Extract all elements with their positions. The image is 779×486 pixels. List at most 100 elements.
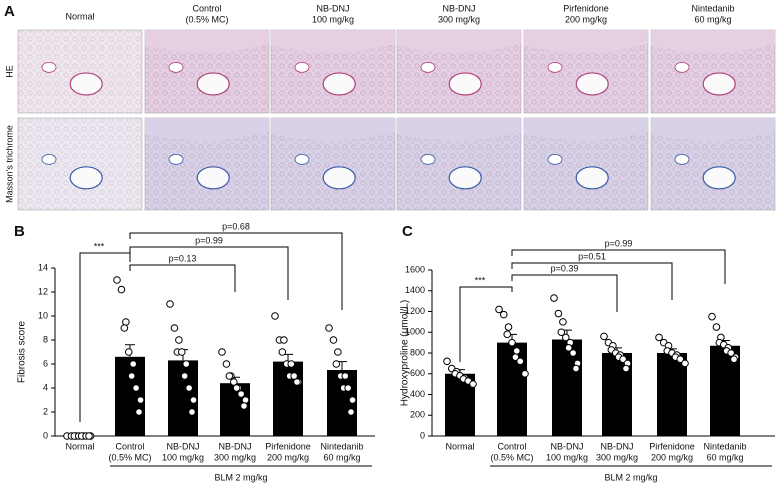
data-point <box>325 324 333 332</box>
x-tick-label: Nintedanib <box>320 441 363 451</box>
data-point <box>559 318 567 326</box>
row-label: HE <box>4 65 14 78</box>
data-point <box>225 372 234 380</box>
y-tick-label: 8 <box>43 334 48 344</box>
data-point <box>600 332 608 341</box>
y-tick-label: 12 <box>38 286 48 296</box>
x-tick-label: NB-DNJ <box>167 441 200 451</box>
data-point <box>499 310 508 319</box>
data-point <box>135 408 143 416</box>
x-tick-label: NB-DNJ <box>601 441 634 451</box>
data-point <box>177 348 186 356</box>
y-axis-label: Fibrosis score <box>17 320 28 383</box>
significance-label: p=0.99 <box>195 235 223 245</box>
vessel <box>168 61 184 73</box>
data-point <box>175 336 183 344</box>
vessel <box>41 61 57 73</box>
data-point <box>341 372 350 380</box>
data-point <box>117 285 126 294</box>
data-point <box>290 372 298 380</box>
column-header: Normal <box>65 11 94 21</box>
x-tick-sublabel: 60 mg/kg <box>706 452 743 462</box>
x-tick-sublabel: (0.5% MC) <box>490 452 533 462</box>
panel-label: C <box>402 223 413 240</box>
data-point <box>332 360 341 368</box>
y-tick-label: 0 <box>420 430 425 440</box>
column-header: Control <box>192 3 221 13</box>
x-tick-label: NB-DNJ <box>551 441 584 451</box>
data-point <box>348 396 357 404</box>
data-point <box>278 348 287 356</box>
significance-label: p=0.99 <box>605 238 633 248</box>
data-point <box>561 333 570 342</box>
bar <box>657 353 687 436</box>
bar <box>552 339 582 436</box>
y-tick-label: 10 <box>38 310 48 320</box>
dense-region <box>271 30 395 53</box>
data-point <box>334 348 342 356</box>
data-point <box>512 347 521 355</box>
significance-bracket <box>129 232 343 310</box>
column-subheader: (0.5% MC) <box>185 14 228 24</box>
dense-region <box>524 30 648 53</box>
x-tick-label: Pirfenidone <box>649 441 695 451</box>
significance-label: *** <box>94 241 105 251</box>
panel-label: A <box>4 3 15 20</box>
dense-region <box>651 30 775 53</box>
x-tick-sublabel: 300 mg/kg <box>214 452 256 462</box>
data-point <box>495 305 503 314</box>
data-point <box>443 357 451 366</box>
data-point <box>113 276 121 284</box>
column-subheader: 60 mg/kg <box>694 14 731 24</box>
x-tick-sublabel: 200 mg/kg <box>267 452 309 462</box>
data-point <box>124 348 133 356</box>
data-point <box>132 384 140 392</box>
y-tick-label: 1000 <box>405 327 425 337</box>
data-point <box>120 324 129 332</box>
x-tick-sublabel: 200 mg/kg <box>651 452 693 462</box>
data-point <box>344 384 352 392</box>
data-point <box>136 396 145 404</box>
data-point <box>166 300 174 308</box>
x-tick-sublabel: 100 mg/kg <box>162 452 204 462</box>
airway <box>322 166 356 190</box>
panel-label: B <box>14 223 25 240</box>
data-point <box>280 336 288 344</box>
y-tick-label: 4 <box>43 382 48 392</box>
row-label: Masson's trichrome <box>4 125 14 203</box>
data-point <box>681 359 689 368</box>
data-point <box>622 364 630 373</box>
column-subheader: 300 mg/kg <box>438 14 480 24</box>
data-point <box>240 402 248 410</box>
data-point <box>516 357 525 366</box>
data-point <box>554 309 563 318</box>
significance-label: p=0.51 <box>578 251 606 261</box>
vessel <box>674 61 690 73</box>
x-tick-sublabel: 60 mg/kg <box>323 452 360 462</box>
airway <box>702 166 736 190</box>
column-subheader: 200 mg/kg <box>565 14 607 24</box>
data-point <box>676 355 685 364</box>
x-tick-sublabel: 300 mg/kg <box>596 452 638 462</box>
x-tick-label: Nintedanib <box>703 441 746 451</box>
data-point <box>237 390 245 398</box>
column-header: NB-DNJ <box>443 3 476 13</box>
data-point <box>550 294 558 302</box>
airway <box>575 166 609 190</box>
y-tick-label: 1600 <box>405 264 425 274</box>
significance-bracket <box>79 252 131 422</box>
y-tick-label: 1400 <box>405 285 425 295</box>
dense-region <box>271 118 395 141</box>
data-point <box>572 364 580 373</box>
vessel <box>41 153 57 165</box>
vessel <box>674 153 690 165</box>
data-point <box>185 384 193 392</box>
data-point <box>347 408 355 416</box>
significance-label: *** <box>475 275 486 285</box>
significance-bracket <box>511 274 618 312</box>
data-point <box>508 338 516 347</box>
vessel <box>294 153 310 165</box>
y-tick-label: 400 <box>410 389 425 399</box>
y-tick-label: 200 <box>410 410 425 420</box>
